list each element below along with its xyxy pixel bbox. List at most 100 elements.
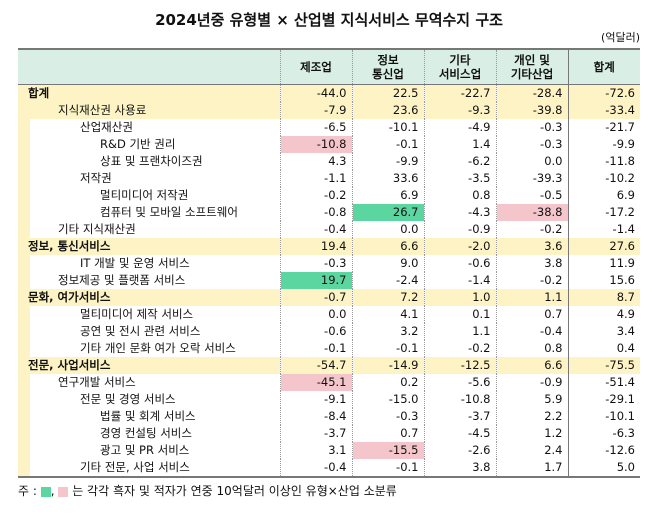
- value-cell: -6.2: [423, 153, 496, 170]
- value-cell: -5.6: [423, 374, 496, 391]
- value-cell: 33.6: [351, 170, 424, 187]
- row-label: 연구개발 서비스: [18, 374, 280, 391]
- value-cell: 19.7: [279, 272, 352, 289]
- table-row: 공연 및 전시 관련 서비스 -0.6 3.2 1.1 -0.4 3.4: [18, 323, 640, 340]
- value-cell: -6.5: [279, 119, 352, 136]
- value-cell: -0.4: [279, 459, 352, 478]
- value-cell: 0.4: [567, 340, 640, 357]
- table-row: 전문, 사업서비스 -54.7 -14.9 -12.5 6.6 -75.5: [18, 357, 640, 374]
- row-label: 산업재산권: [18, 119, 280, 136]
- value-cell: -10.1: [567, 408, 640, 425]
- column-header: 합계: [567, 48, 640, 85]
- column-header: 개인 및 기타산업: [495, 48, 568, 85]
- value-cell: -0.2: [495, 221, 568, 238]
- value-cell: 4.1: [351, 306, 424, 323]
- value-cell: -2.4: [351, 272, 424, 289]
- row-label: 광고 및 PR 서비스: [18, 442, 280, 459]
- header-label: [18, 48, 280, 85]
- value-cell: -39.8: [495, 102, 568, 119]
- value-cell: 8.7: [567, 289, 640, 306]
- value-cell: -72.6: [567, 84, 640, 102]
- value-cell: 0.8: [495, 340, 568, 357]
- value-cell: -38.8: [495, 204, 568, 221]
- value-cell: -39.3: [495, 170, 568, 187]
- value-cell: 15.6: [567, 272, 640, 289]
- value-cell: 11.9: [567, 255, 640, 272]
- value-cell: 1.1: [423, 323, 496, 340]
- row-label: R&D 기반 권리: [18, 136, 280, 153]
- row-label: 전문, 사업서비스: [18, 357, 280, 374]
- value-cell: 26.7: [351, 204, 424, 221]
- value-cell: -10.1: [351, 119, 424, 136]
- value-cell: 6.6: [351, 238, 424, 255]
- value-cell: -75.5: [567, 357, 640, 374]
- value-cell: -22.7: [423, 84, 496, 102]
- value-cell: -0.9: [495, 374, 568, 391]
- row-label: 기타 개인 문화 여가 오락 서비스: [18, 340, 280, 357]
- page-container: 2024년중 유형별 × 산업별 지식서비스 무역수지 구조 (억달러) 제조업…: [18, 11, 640, 498]
- value-cell: 6.9: [351, 187, 424, 204]
- row-label: 기타 전문, 사업 서비스: [18, 459, 280, 478]
- value-cell: 6.6: [495, 357, 568, 374]
- table-row: 광고 및 PR 서비스 3.1 -15.5 -2.6 2.4 -12.6: [18, 442, 640, 459]
- table-row: 상표 및 프랜차이즈권 4.3 -9.9 -6.2 0.0 -11.8: [18, 153, 640, 170]
- table-row: 기타 지식재산권 -0.4 0.0 -0.9 -0.2 -1.4: [18, 221, 640, 238]
- row-label: 공연 및 전시 관련 서비스: [18, 323, 280, 340]
- value-cell: -21.7: [567, 119, 640, 136]
- value-cell: -14.9: [351, 357, 424, 374]
- value-cell: -8.4: [279, 408, 352, 425]
- value-cell: 4.9: [567, 306, 640, 323]
- value-cell: 19.4: [279, 238, 352, 255]
- value-cell: 5.0: [567, 459, 640, 478]
- value-cell: -0.1: [279, 340, 352, 357]
- value-cell: -4.5: [423, 425, 496, 442]
- value-cell: 9.0: [351, 255, 424, 272]
- row-label: 정보제공 및 플랫폼 서비스: [18, 272, 280, 289]
- table-row: 지식재산권 사용료 -7.9 23.6 -9.3 -39.8 -33.4: [18, 102, 640, 119]
- value-cell: -9.9: [567, 136, 640, 153]
- value-cell: -17.2: [567, 204, 640, 221]
- deficit-swatch: [58, 486, 69, 497]
- value-cell: 4.3: [279, 153, 352, 170]
- value-cell: -4.3: [423, 204, 496, 221]
- value-cell: 5.9: [495, 391, 568, 408]
- value-cell: 0.7: [351, 425, 424, 442]
- value-cell: -51.4: [567, 374, 640, 391]
- value-cell: -2.6: [423, 442, 496, 459]
- unit-label: (억달러): [601, 31, 640, 44]
- value-cell: -0.7: [279, 289, 352, 306]
- value-cell: -9.9: [351, 153, 424, 170]
- value-cell: -12.5: [423, 357, 496, 374]
- value-cell: -29.1: [567, 391, 640, 408]
- value-cell: 6.9: [567, 187, 640, 204]
- table-row: 기타 전문, 사업 서비스 -0.4 -0.1 3.8 1.7 5.0: [18, 459, 640, 478]
- table-row: IT 개발 및 운영 서비스 -0.3 9.0 -0.6 3.8 11.9: [18, 255, 640, 272]
- table-row: 저작권 -1.1 33.6 -3.5 -39.3 -10.2: [18, 170, 640, 187]
- value-cell: 3.1: [279, 442, 352, 459]
- value-cell: -0.9: [423, 221, 496, 238]
- value-cell: -10.8: [423, 391, 496, 408]
- value-cell: -9.1: [279, 391, 352, 408]
- value-cell: -0.6: [279, 323, 352, 340]
- footnote: 주 : , 는 각각 흑자 및 적자가 연중 10억달러 이상인 유형×산업 소…: [18, 484, 397, 498]
- row-label: 기타 지식재산권: [18, 221, 280, 238]
- value-cell: -28.4: [495, 84, 568, 102]
- value-cell: -0.2: [495, 272, 568, 289]
- table-row: 정보, 통신서비스 19.4 6.6 -2.0 3.6 27.6: [18, 238, 640, 255]
- value-cell: -0.4: [279, 221, 352, 238]
- value-cell: -4.9: [423, 119, 496, 136]
- value-cell: 23.6: [351, 102, 424, 119]
- row-label: 멀티미디어 저작권: [18, 187, 280, 204]
- table-row: 멀티미디어 저작권 -0.2 6.9 0.8 -0.5 6.9: [18, 187, 640, 204]
- value-cell: 0.2: [351, 374, 424, 391]
- row-label: 상표 및 프랜차이즈권: [18, 153, 280, 170]
- value-cell: 3.4: [567, 323, 640, 340]
- value-cell: -2.0: [423, 238, 496, 255]
- value-cell: -6.3: [567, 425, 640, 442]
- row-label: 저작권: [18, 170, 280, 187]
- value-cell: -1.4: [423, 272, 496, 289]
- value-cell: 1.7: [495, 459, 568, 478]
- value-cell: -33.4: [567, 102, 640, 119]
- value-cell: -0.2: [423, 340, 496, 357]
- value-cell: -7.9: [279, 102, 352, 119]
